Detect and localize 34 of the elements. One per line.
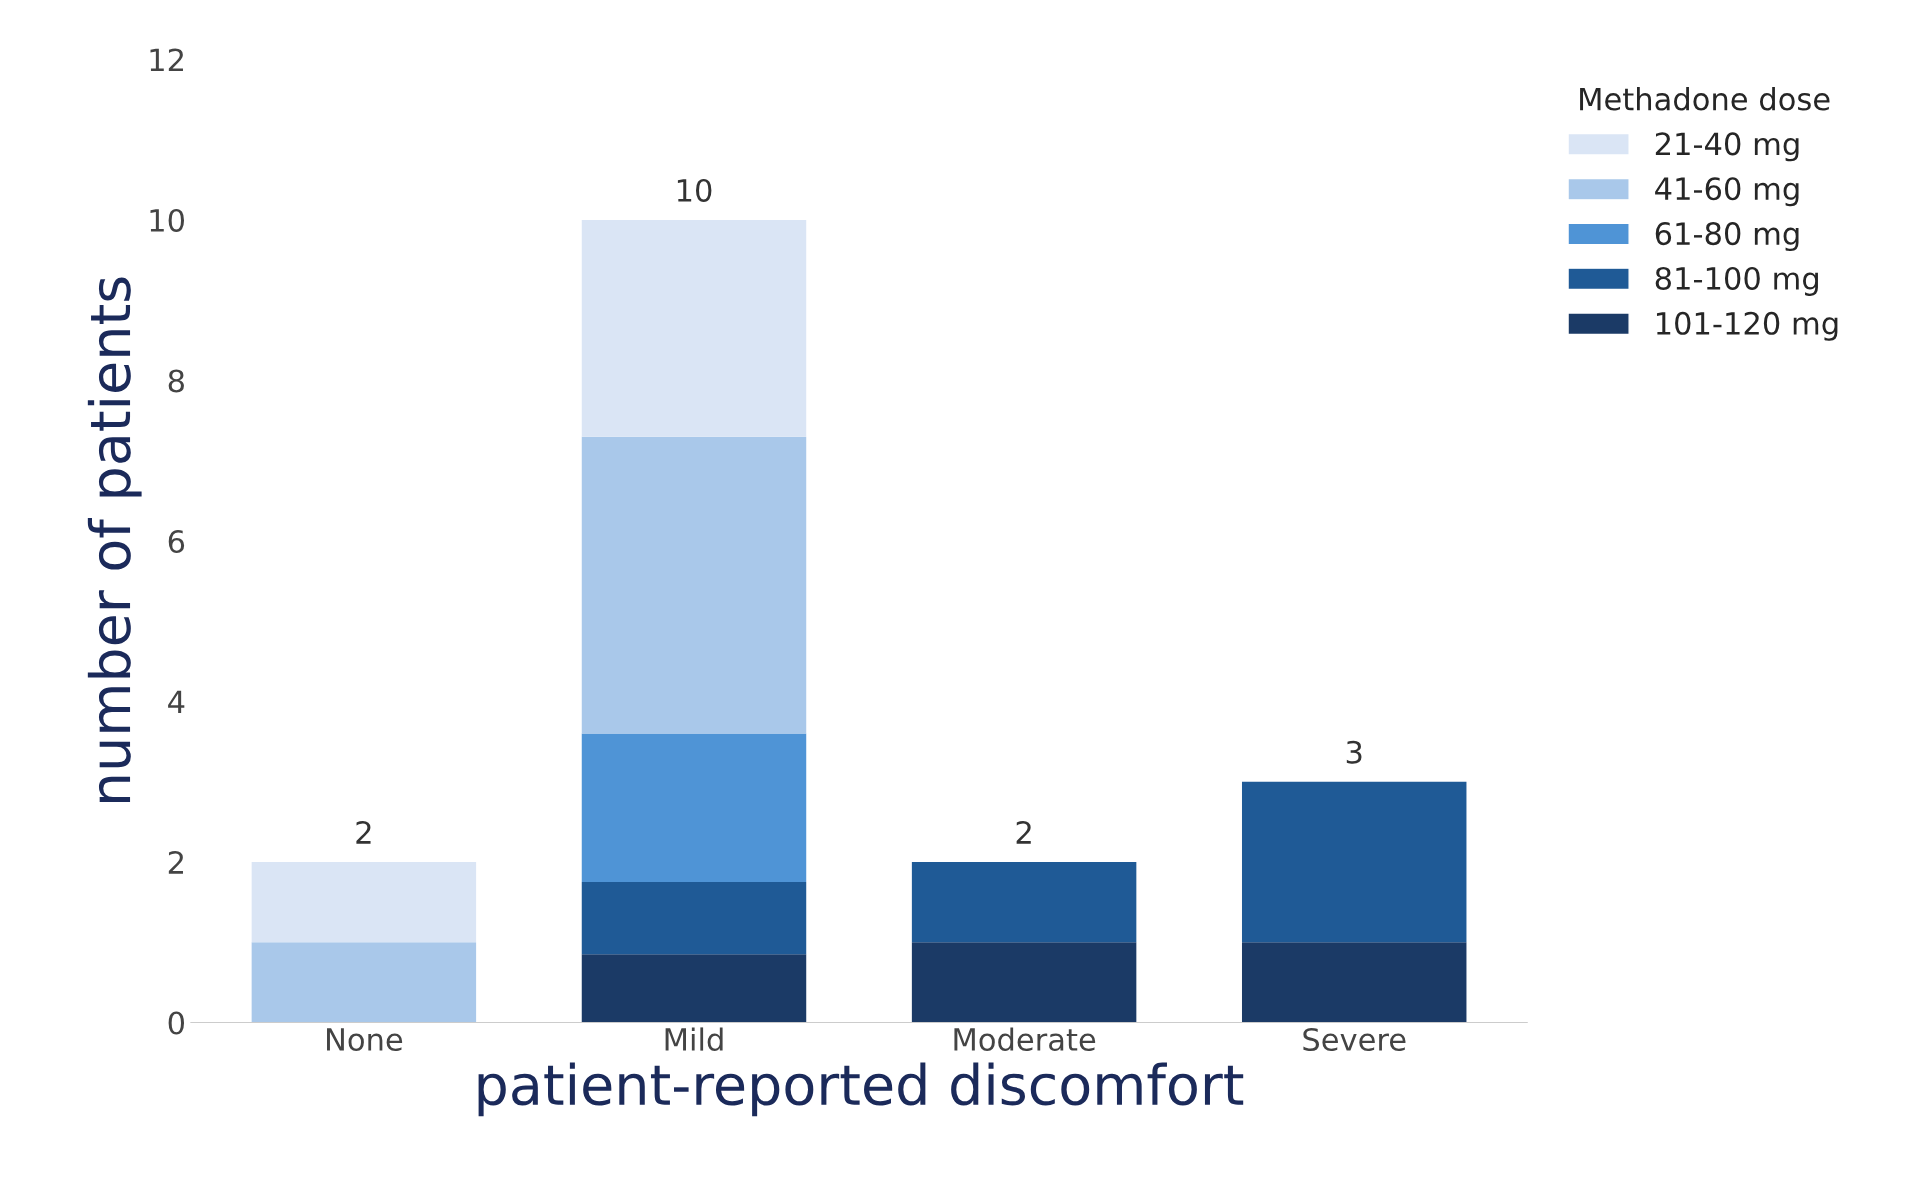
total-label: 2: [356, 820, 371, 844]
x-tick-label: Mild: [665, 1027, 723, 1052]
x-tick-label: None: [327, 1028, 403, 1052]
bar: [581, 882, 807, 955]
bar: [251, 862, 477, 943]
legend-label: 101-120 mg: [1656, 311, 1838, 341]
y-tick-label: 10: [150, 208, 185, 233]
bar: [911, 942, 1137, 1023]
legend-label: 41-60 mg: [1655, 177, 1799, 207]
legend-label: 81-100 mg: [1655, 266, 1818, 296]
legend-title: Methadone dose: [1580, 86, 1830, 111]
bar: [911, 862, 1137, 943]
total-label: 3: [1346, 740, 1362, 764]
x-tick-label: Moderate: [954, 1027, 1096, 1052]
bar: [581, 954, 807, 1023]
y-tick-label: 8: [168, 369, 184, 393]
y-tick-label: 6: [168, 529, 185, 554]
bar: [1241, 781, 1467, 943]
legend-label: 61-80 mg: [1655, 222, 1799, 252]
bar: [251, 942, 477, 1023]
y-tick-label: 2: [168, 850, 183, 874]
bar: [581, 219, 807, 437]
total-label: 10: [677, 178, 712, 203]
bar: [581, 436, 807, 734]
y-tick-label: 4: [168, 690, 185, 714]
y-tick-label: 12: [150, 48, 183, 72]
bar: [581, 733, 807, 883]
y-axis-title: number of patients: [87, 277, 142, 803]
x-axis-title: patient-reported discomfort: [478, 1062, 1244, 1117]
total-label: 2: [1016, 820, 1031, 844]
bar: [1241, 942, 1467, 1023]
legend-label: 21-40 mg: [1655, 132, 1799, 162]
y-tick-label: 0: [168, 1011, 185, 1035]
x-tick-label: Severe: [1303, 1027, 1406, 1052]
